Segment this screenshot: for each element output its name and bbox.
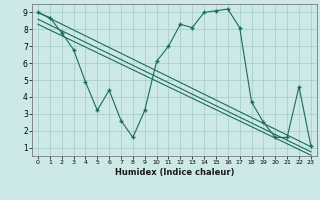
X-axis label: Humidex (Indice chaleur): Humidex (Indice chaleur) (115, 168, 234, 177)
